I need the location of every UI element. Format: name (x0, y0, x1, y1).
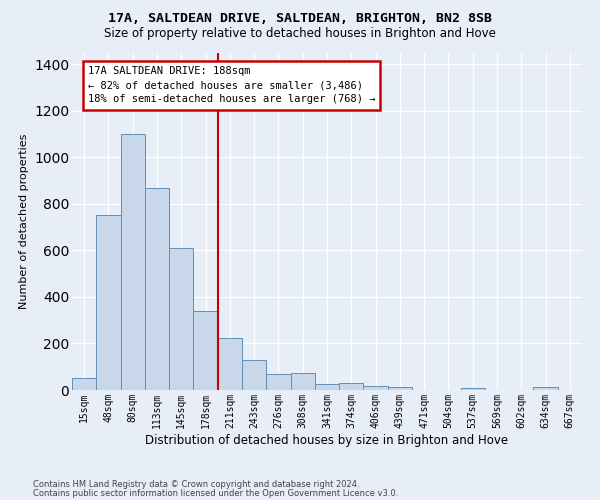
Bar (290, 372, 315, 390)
Bar (461, 388, 485, 390)
Bar (388, 387, 412, 390)
Bar (339, 384, 364, 390)
Bar (72, 378, 96, 390)
Bar (96, 216, 121, 390)
Bar (266, 374, 290, 390)
Bar (193, 311, 218, 390)
Bar (121, 134, 145, 390)
X-axis label: Distribution of detached houses by size in Brighton and Hove: Distribution of detached houses by size … (145, 434, 509, 446)
Text: 17A, SALTDEAN DRIVE, SALTDEAN, BRIGHTON, BN2 8SB: 17A, SALTDEAN DRIVE, SALTDEAN, BRIGHTON,… (108, 12, 492, 26)
Text: Size of property relative to detached houses in Brighton and Hove: Size of property relative to detached ho… (104, 28, 496, 40)
Text: Contains public sector information licensed under the Open Government Licence v3: Contains public sector information licen… (33, 488, 398, 498)
Text: Contains HM Land Registry data © Crown copyright and database right 2024.: Contains HM Land Registry data © Crown c… (33, 480, 359, 489)
Y-axis label: Number of detached properties: Number of detached properties (19, 134, 29, 309)
Bar (533, 387, 558, 390)
Bar (364, 386, 388, 390)
Bar (218, 338, 242, 390)
Bar (145, 188, 169, 390)
Bar (169, 248, 193, 390)
Bar (242, 360, 266, 390)
Text: 17A SALTDEAN DRIVE: 188sqm
← 82% of detached houses are smaller (3,486)
18% of s: 17A SALTDEAN DRIVE: 188sqm ← 82% of deta… (88, 66, 375, 104)
Bar (315, 384, 339, 390)
